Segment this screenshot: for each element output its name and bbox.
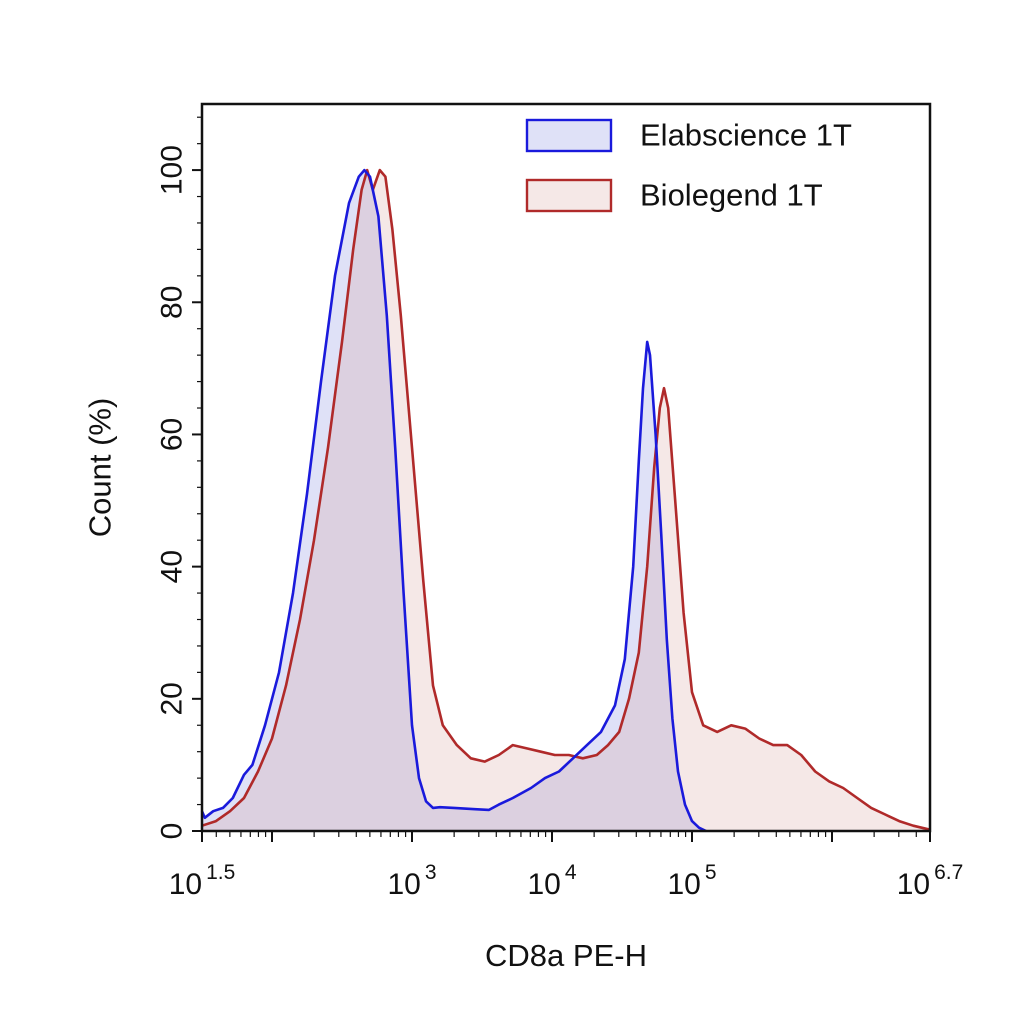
- series-line-1: [200, 168, 707, 833]
- y-axis-title: Count (%): [83, 398, 118, 538]
- x-tick-label: 10 6.7: [897, 861, 964, 901]
- y-tick-label: 0: [156, 823, 189, 840]
- legend-swatch-2: [525, 178, 613, 213]
- y-tick-label: 100: [156, 145, 189, 195]
- series-layer: [200, 168, 931, 833]
- x-tick-label: 10 3: [387, 861, 436, 901]
- series-area-2: [202, 170, 930, 832]
- x-tick-label: 10 1.5: [169, 861, 236, 901]
- x-tick-label: 10 4: [527, 861, 576, 901]
- y-tick-label: 40: [156, 550, 189, 583]
- legend-label-1: Elabscience 1T: [640, 118, 852, 153]
- x-axis-title: CD8a PE-H: [485, 938, 647, 973]
- series-line-2: [201, 168, 931, 831]
- y-tick-label: 20: [156, 682, 189, 715]
- y-tick-label: 80: [156, 286, 189, 319]
- x-tick-label: 10 5: [667, 861, 716, 901]
- major-tick-layer: [192, 169, 931, 842]
- legend: Elabscience 1T Biolegend 1T: [525, 118, 852, 213]
- tick-label-layer: 0 20 40 60 80 100 10 1.5 10 3 10 4 10 5 10 6.7: [156, 145, 964, 901]
- plot-frame: [200, 102, 932, 833]
- y-tick-label: 60: [156, 418, 189, 451]
- legend-label-2: Biolegend 1T: [640, 178, 823, 213]
- legend-swatch-1: [525, 118, 613, 153]
